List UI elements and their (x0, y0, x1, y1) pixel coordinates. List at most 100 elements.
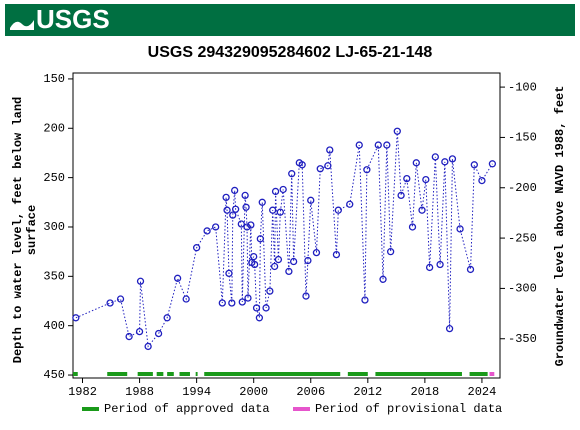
data-point (383, 141, 391, 149)
data-point (243, 223, 251, 231)
y-axis-label: surface (25, 205, 39, 255)
data-point (241, 191, 249, 200)
data-point (116, 295, 125, 303)
chart-title: USGS 294329095284602 LJ-65-21-148 (148, 44, 433, 61)
data-point (182, 295, 190, 303)
data-point (250, 252, 258, 261)
data-point (262, 304, 270, 312)
y-tick-label: 300 (43, 220, 65, 234)
data-point (332, 250, 341, 259)
y-tick-label: 200 (43, 121, 65, 135)
data-point (173, 274, 182, 282)
x-tick-label: 2006 (296, 385, 325, 399)
data-point (238, 298, 246, 306)
y2-tick-label: -200 (508, 181, 537, 195)
x-tick-label: 2012 (353, 385, 382, 399)
period-bar (375, 372, 462, 376)
x-tick-label: 1982 (68, 385, 97, 399)
y-tick-label: 250 (43, 171, 65, 185)
data-point (288, 170, 296, 178)
data-point (255, 314, 264, 322)
data-point (270, 262, 279, 271)
data-point (302, 292, 310, 300)
period-bar (73, 372, 78, 376)
data-point (125, 332, 133, 341)
data-point (488, 160, 497, 168)
y2-tick-label: -300 (508, 282, 537, 296)
header-bar (5, 4, 575, 36)
data-point (374, 141, 382, 149)
data-point (271, 187, 280, 196)
data-point (144, 342, 152, 351)
y2-axis-label: Groundwater level above NAVD 1988, feet (553, 86, 567, 367)
data-point (324, 162, 332, 170)
period-bar (204, 372, 341, 376)
data-point (279, 185, 287, 194)
data-point (363, 166, 371, 174)
data-point (448, 155, 457, 163)
data-point (361, 296, 369, 304)
y-tick-label: 450 (43, 368, 65, 382)
data-point (72, 314, 80, 322)
data-point (163, 314, 171, 322)
y-tick-label: 350 (43, 270, 65, 284)
data-point (252, 304, 261, 312)
period-bar (195, 372, 198, 376)
logo-icon (10, 20, 34, 30)
data-point (192, 244, 201, 252)
data-point (298, 161, 306, 169)
data-point (422, 175, 430, 184)
data-point (225, 269, 233, 278)
period-bar (107, 372, 128, 376)
data-point (203, 227, 211, 235)
y-tick-label: 150 (43, 72, 65, 86)
logo: USGS (36, 4, 110, 34)
period-bar (179, 372, 190, 376)
x-tick-label: 2000 (239, 385, 268, 399)
legend-label: Period of provisional data (315, 402, 502, 416)
y2-tick-label: -250 (508, 231, 537, 245)
data-point (355, 141, 363, 149)
data-point (258, 198, 266, 206)
period-bar (167, 372, 174, 376)
data-point (154, 329, 163, 338)
data-point (418, 206, 426, 214)
data-point (135, 327, 144, 336)
data-point (412, 159, 420, 167)
data-point (304, 256, 312, 265)
series-line (75, 131, 493, 348)
data-point (431, 153, 439, 161)
data-point (231, 205, 240, 213)
plot-frame (72, 72, 501, 379)
data-point (247, 221, 255, 229)
period-bar (469, 372, 488, 376)
data-point (466, 265, 475, 274)
data-point (229, 211, 237, 219)
data-point (393, 127, 401, 135)
data-point (242, 203, 250, 211)
data-point (403, 174, 411, 183)
data-point (456, 225, 464, 233)
x-tick-label: 2024 (468, 385, 497, 399)
data-point (276, 208, 284, 216)
data-point (307, 196, 315, 204)
y2-tick-label: -150 (508, 131, 537, 145)
data-point (256, 235, 264, 243)
data-point (222, 193, 230, 202)
data-point (436, 260, 444, 269)
data-point (250, 260, 259, 269)
x-tick-label: 2018 (410, 385, 439, 399)
data-point (379, 275, 387, 283)
data-point (285, 267, 293, 276)
data-point (445, 324, 454, 333)
data-point (269, 206, 277, 214)
data-point (316, 165, 324, 173)
data-point (231, 186, 239, 195)
data-point (312, 248, 321, 257)
data-point (346, 200, 354, 208)
y2-tick-label: -100 (508, 80, 537, 94)
period-bar (137, 372, 153, 376)
data-point (478, 176, 486, 185)
data-point (274, 255, 283, 264)
